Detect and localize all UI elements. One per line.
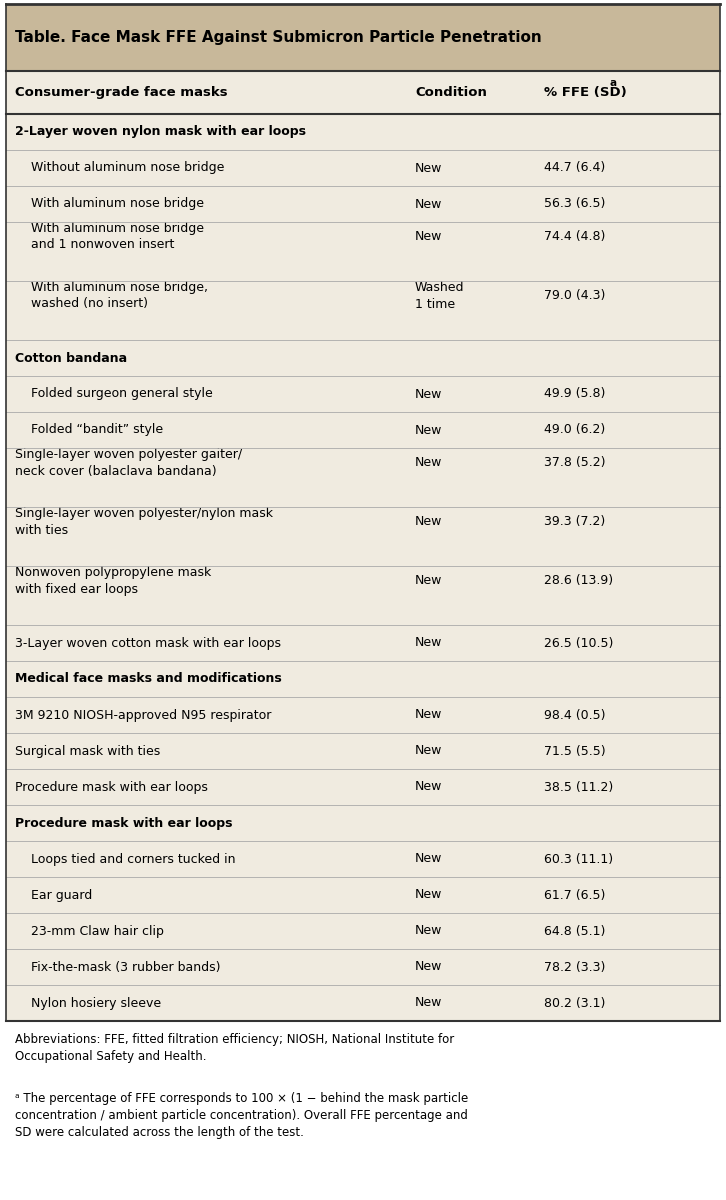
Text: 3-Layer woven cotton mask with ear loops: 3-Layer woven cotton mask with ear loops [15,636,281,649]
Text: 44.7 (6.4): 44.7 (6.4) [544,162,605,174]
Text: Washed
1 time: Washed 1 time [415,281,465,311]
Bar [6,412,720,448]
Text: New: New [415,230,442,244]
Text: Surgical mask with ties: Surgical mask with ties [15,744,160,757]
Text: New: New [415,162,442,174]
Text: 39.3 (7.2): 39.3 (7.2) [544,515,605,528]
Text: Fix-the-mask (3 rubber bands): Fix-the-mask (3 rubber bands) [31,960,221,973]
Bar [6,376,720,412]
Bar [6,4,720,71]
Text: With aluminum nose bridge
and 1 nonwoven insert: With aluminum nose bridge and 1 nonwoven… [31,222,204,252]
Text: Nylon hosiery sleeve: Nylon hosiery sleeve [31,996,161,1009]
Bar [6,949,720,985]
Text: New: New [415,960,442,973]
Text: New: New [415,636,442,649]
Text: New: New [415,388,442,401]
Text: With aluminum nose bridge,
washed (no insert): With aluminum nose bridge, washed (no in… [31,281,208,311]
Bar [6,281,720,340]
Bar [6,448,720,506]
Bar [6,506,720,566]
Text: New: New [415,780,442,793]
Text: 80.2 (3.1): 80.2 (3.1) [544,996,605,1009]
Text: 2-Layer woven nylon mask with ear loops: 2-Layer woven nylon mask with ear loops [15,126,306,138]
Text: ᵃ The percentage of FFE corresponds to 100 × (1 − behind the mask particle
conce: ᵃ The percentage of FFE corresponds to 1… [15,1092,468,1139]
Text: Table. Face Mask FFE Against Submicron Particle Penetration: Table. Face Mask FFE Against Submicron P… [15,30,542,44]
Text: Procedure mask with ear loops: Procedure mask with ear loops [15,816,232,829]
Text: Medical face masks and modifications: Medical face masks and modifications [15,672,282,685]
Text: Single-layer woven polyester/nylon mask
with ties: Single-layer woven polyester/nylon mask … [15,506,273,536]
Text: 74.4 (4.8): 74.4 (4.8) [544,230,605,244]
Bar [6,222,720,281]
Text: 56.3 (6.5): 56.3 (6.5) [544,198,605,210]
Text: 28.6 (13.9): 28.6 (13.9) [544,575,613,587]
Bar [6,566,720,625]
Bar [6,913,720,949]
Text: 60.3 (11.1): 60.3 (11.1) [544,852,613,865]
Text: New: New [415,924,442,937]
Text: 26.5 (10.5): 26.5 (10.5) [544,636,613,649]
Text: 98.4 (0.5): 98.4 (0.5) [544,708,605,721]
Text: a: a [610,78,616,88]
Text: 64.8 (5.1): 64.8 (5.1) [544,924,605,937]
Text: New: New [415,852,442,865]
Text: New: New [415,888,442,901]
Text: Without aluminum nose bridge: Without aluminum nose bridge [31,162,224,174]
Text: Procedure mask with ear loops: Procedure mask with ear loops [15,780,208,793]
Text: New: New [415,708,442,721]
Text: Consumer-grade face masks: Consumer-grade face masks [15,86,228,98]
Text: 49.9 (5.8): 49.9 (5.8) [544,388,605,401]
Text: 79.0 (4.3): 79.0 (4.3) [544,289,605,302]
Bar [6,697,720,733]
Bar [6,877,720,913]
Bar [6,661,720,697]
Bar [6,186,720,222]
Text: Nonwoven polypropylene mask
with fixed ear loops: Nonwoven polypropylene mask with fixed e… [15,566,211,595]
Text: 37.8 (5.2): 37.8 (5.2) [544,456,605,469]
Text: 38.5 (11.2): 38.5 (11.2) [544,780,613,793]
Text: Single-layer woven polyester gaiter/
neck cover (balaclava bandana): Single-layer woven polyester gaiter/ nec… [15,448,242,478]
Text: New: New [415,996,442,1009]
Text: Cotton bandana: Cotton bandana [15,352,127,365]
Text: 49.0 (6.2): 49.0 (6.2) [544,424,605,437]
Bar [6,805,720,841]
Bar [6,340,720,376]
Text: New: New [415,198,442,210]
Bar [6,985,720,1021]
Text: 61.7 (6.5): 61.7 (6.5) [544,888,605,901]
Text: 23-mm Claw hair clip: 23-mm Claw hair clip [31,924,164,937]
Bar [6,841,720,877]
Text: With aluminum nose bridge: With aluminum nose bridge [31,198,204,210]
Text: Condition: Condition [415,86,487,98]
Bar [6,733,720,769]
Text: Folded surgeon general style: Folded surgeon general style [31,388,213,401]
Text: New: New [415,424,442,437]
Bar [6,114,720,150]
Text: New: New [415,744,442,757]
Text: % FFE (SD): % FFE (SD) [544,86,627,98]
Text: Folded “bandit” style: Folded “bandit” style [31,424,163,437]
Bar [6,625,720,661]
Bar [6,71,720,114]
Text: New: New [415,515,442,528]
Text: Ear guard: Ear guard [31,888,92,901]
Bar [6,150,720,186]
Text: 3M 9210 NIOSH-approved N95 respirator: 3M 9210 NIOSH-approved N95 respirator [15,708,272,721]
Text: Loops tied and corners tucked in: Loops tied and corners tucked in [31,852,236,865]
Text: 71.5 (5.5): 71.5 (5.5) [544,744,605,757]
Text: New: New [415,575,442,587]
Bar [6,769,720,805]
Text: New: New [415,456,442,469]
Text: 78.2 (3.3): 78.2 (3.3) [544,960,605,973]
Text: Abbreviations: FFE, fitted filtration efficiency; NIOSH, National Institute for
: Abbreviations: FFE, fitted filtration ef… [15,1033,454,1063]
